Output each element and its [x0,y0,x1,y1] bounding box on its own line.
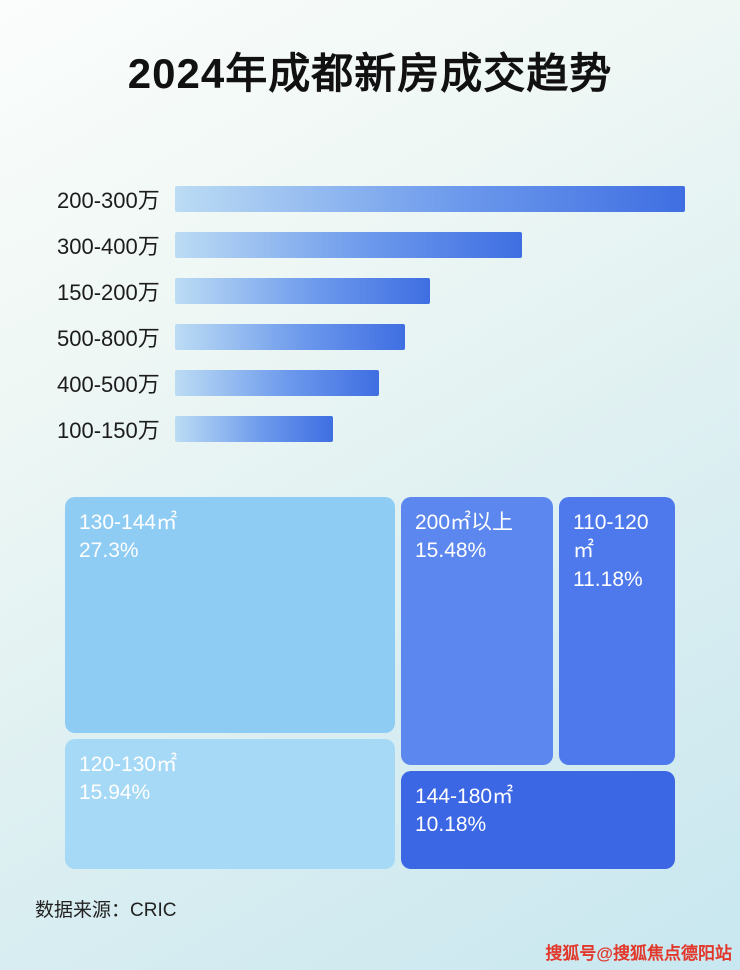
treemap-block-200-plus: 200㎡以上 15.48% [401,497,553,765]
treemap-block-144-180: 144-180㎡ 10.18% [401,771,675,869]
treemap-block-value: 11.18% [573,567,643,591]
bar-track [175,278,685,304]
treemap-block-130-144: 130-144㎡ 27.3% [65,497,395,733]
bar-fill [175,232,522,258]
treemap-block-value: 10.18% [415,813,487,837]
treemap-block-120-130: 120-130㎡ 15.94% [65,739,395,869]
bar-track [175,416,685,442]
bar-label: 150-200万 [57,280,160,305]
bar-fill [175,186,685,212]
bar-label: 300-400万 [57,234,160,259]
bar-track [175,232,685,258]
bar-row: 200-300万 [57,186,685,213]
bar-row: 100-150万 [57,416,685,443]
bar-track [175,324,685,350]
bar-label: 100-150万 [57,418,160,443]
treemap-block-label: 200㎡以上 [415,511,514,534]
treemap-block-value: 15.48% [415,539,487,563]
bar-fill [175,416,334,442]
treemap-block-value: 15.94% [79,781,151,805]
bar-fill [175,324,405,350]
bar-row: 300-400万 [57,232,685,259]
treemap-block-label: 110-120㎡ [573,511,649,563]
bar-label: 200-300万 [57,188,160,213]
treemap-block-value: 27.3% [79,539,139,563]
area-size-treemap: 130-144㎡ 27.3% 120-130㎡ 15.94% 200㎡以上 15… [65,497,675,869]
page-title: 2024年成都新房成交趋势 [127,50,613,97]
bar-fill [175,370,379,396]
treemap-block-label: 130-144㎡ [79,511,178,534]
data-source-label: 数据来源：CRIC [35,900,177,921]
bar-track [175,370,685,396]
treemap-block-label: 120-130㎡ [79,753,178,776]
bar-label: 400-500万 [57,372,160,397]
bar-track [175,186,685,212]
bar-row: 400-500万 [57,370,685,397]
watermark-text: 搜狐号@搜狐焦点德阳站 [545,944,732,963]
price-band-bar-chart: 200-300万 300-400万 150-200万 500-800万 400-… [57,186,685,462]
bar-label: 500-800万 [57,326,160,351]
treemap-block-110-120: 110-120㎡ 11.18% [559,497,675,765]
bar-row: 500-800万 [57,324,685,351]
bar-row: 150-200万 [57,278,685,305]
treemap-block-label: 144-180㎡ [415,785,514,808]
bar-fill [175,278,430,304]
